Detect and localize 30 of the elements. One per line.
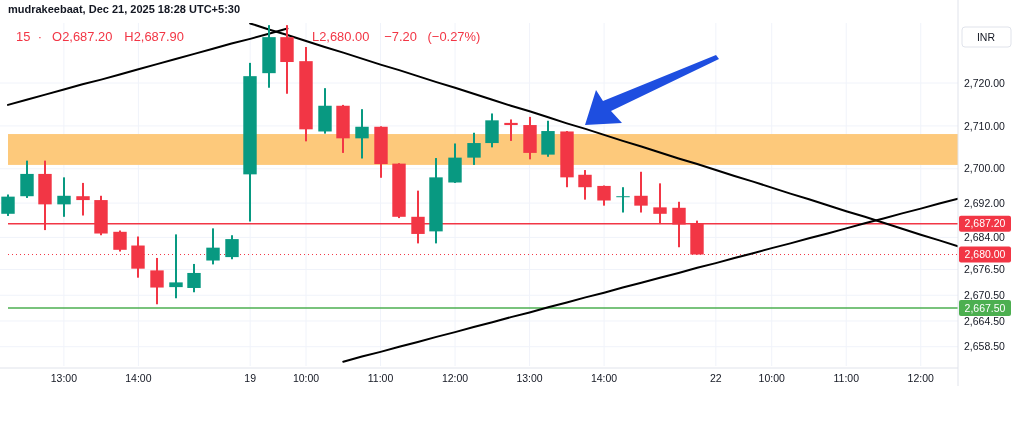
y-tick-label: 2,664.50 [964, 314, 1006, 327]
y-tick-label: 2,692.00 [964, 196, 1006, 209]
ref-line-label: 2,687.20 [964, 217, 1006, 230]
chart-title: 15 · O2,687.20 H2,687.90 L2,680.00 −7.20 (−0.27%) [16, 29, 481, 44]
x-tick-label: 14:00 [125, 372, 152, 384]
text: INR [976, 30, 996, 43]
x-tick-label: 14:00 [590, 372, 618, 384]
y-tick-label: 2,670.50 [964, 288, 1006, 301]
x-tick-label: 22 [710, 372, 722, 384]
y-tick-label: 2,658.50 [964, 340, 1006, 353]
y-tick-label: 2,700.00 [964, 162, 1006, 175]
x-tick-label: 19 [244, 372, 257, 384]
x-tick-label: 13:00 [516, 372, 543, 384]
y-tick-label: 2,720.00 [964, 76, 1006, 89]
x-tick-label: 10:00 [758, 372, 786, 384]
x-tick-label: 12:00 [441, 372, 469, 384]
candlestick [169, 234, 183, 299]
x-tick-label: 10:00 [292, 372, 320, 384]
candlestick [616, 187, 630, 213]
x-tick-label: 11:00 [833, 372, 860, 384]
text: mudrakeebaat, Dec 21, 2025 18:28 UTC+5:30 [8, 3, 241, 15]
y-tick-label: 2,684.00 [964, 231, 1006, 244]
x-tick-label: 12:00 [907, 372, 935, 384]
ref-line-label: 2,680.00 [964, 248, 1006, 261]
y-tick-label: 2,710.00 [964, 119, 1006, 132]
ref-line-label: 2,667.50 [964, 301, 1006, 314]
y-tick-label: 2,676.50 [964, 263, 1006, 276]
x-tick-label: 13:00 [50, 372, 78, 384]
x-tick-label: 11:00 [367, 372, 394, 384]
candlestick [504, 119, 518, 141]
